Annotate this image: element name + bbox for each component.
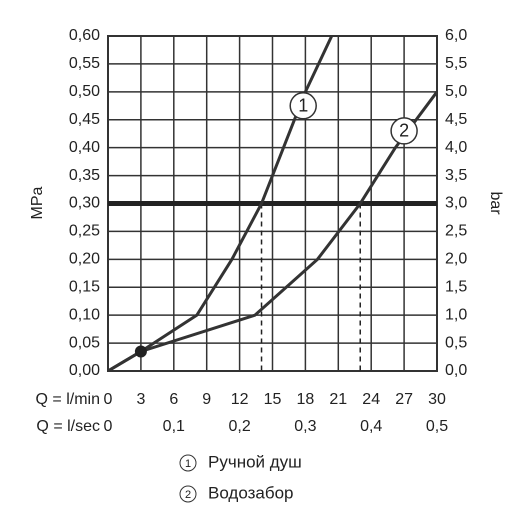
x2-axis-label: Q = l/sec [36, 418, 100, 435]
x2-tick-label: 0,3 [294, 418, 316, 435]
curve-label: 2 [399, 121, 409, 141]
x-tick-label: 18 [297, 391, 315, 408]
curve-label: 1 [298, 96, 308, 116]
y2-tick-label: 3,5 [445, 167, 467, 184]
curve-label-circle [289, 92, 317, 120]
y-tick-label: 0,60 [69, 27, 100, 44]
y-tick-label: 0,30 [69, 195, 100, 212]
x-axis-label: Q = l/min [36, 391, 100, 408]
y2-tick-label: 0,5 [445, 334, 467, 351]
marker-point [134, 345, 147, 358]
y-tick-label: 0,40 [69, 139, 100, 156]
y2-tick-label: 2,5 [445, 223, 467, 240]
x-tick-label: 9 [202, 391, 211, 408]
legend-circle [179, 454, 197, 472]
y2-tick-label: 4,0 [445, 139, 467, 156]
legend-number: 2 [185, 489, 191, 501]
curve-label-circle [390, 117, 418, 145]
y-tick-label: 0,50 [69, 83, 100, 100]
y-tick-label: 0,25 [69, 223, 100, 240]
y-tick-label: 0,15 [69, 278, 100, 295]
y2-tick-label: 4,5 [445, 111, 467, 128]
x-tick-label: 6 [169, 391, 178, 408]
x-tick-label: 0 [104, 391, 113, 408]
x2-tick-label: 0,1 [163, 418, 185, 435]
y2-tick-label: 5,5 [445, 55, 467, 72]
y2-tick-label: 5,0 [445, 83, 467, 100]
x2-tick-label: 0,4 [360, 418, 382, 435]
legend-label: Водозабор [208, 483, 294, 502]
y-tick-label: 0,45 [69, 111, 100, 128]
x-tick-label: 3 [136, 391, 145, 408]
y-tick-label: 0,05 [69, 334, 100, 351]
legend-label: Ручной душ [208, 452, 302, 471]
y-tick-label: 0,20 [69, 251, 100, 268]
y-tick-label: 0,55 [69, 55, 100, 72]
y2-tick-label: 1,0 [445, 306, 467, 323]
y2-tick-label: 6,0 [445, 27, 467, 44]
y2-axis-label: bar [487, 191, 504, 215]
x-tick-label: 24 [362, 391, 380, 408]
y-tick-label: 0,00 [69, 362, 100, 379]
y2-tick-label: 2,0 [445, 251, 467, 268]
x-tick-label: 27 [395, 391, 413, 408]
x2-tick-label: 0 [104, 418, 113, 435]
x2-tick-label: 0,5 [426, 418, 448, 435]
x2-tick-label: 0,2 [228, 418, 250, 435]
x-tick-label: 12 [231, 391, 249, 408]
x-tick-label: 15 [264, 391, 282, 408]
y2-tick-label: 1,5 [445, 278, 467, 295]
x-tick-label: 21 [329, 391, 347, 408]
legend-circle [179, 485, 197, 503]
y-tick-label: 0,10 [69, 306, 100, 323]
x-tick-label: 30 [428, 391, 446, 408]
y2-tick-label: 3,0 [445, 195, 467, 212]
y2-tick-label: 0,0 [445, 362, 467, 379]
y-axis-label: MPa [29, 186, 46, 219]
y-tick-label: 0,35 [69, 167, 100, 184]
legend-number: 1 [185, 458, 191, 470]
